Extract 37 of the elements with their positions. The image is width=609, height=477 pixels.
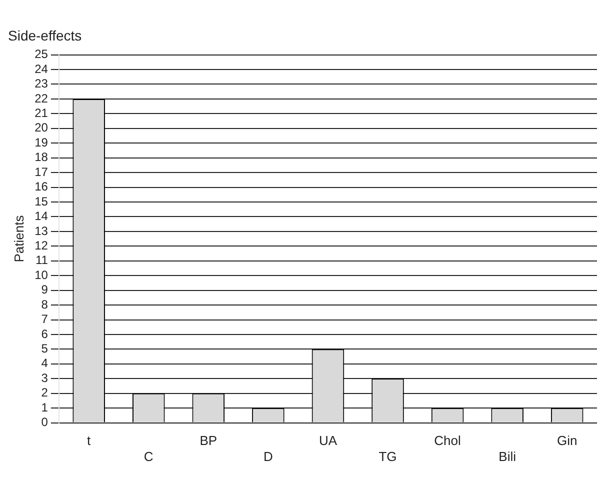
x-tick-label: Bili <box>498 448 516 464</box>
x-tick-label: TG <box>378 448 397 464</box>
x-tick-label: UA <box>318 433 338 448</box>
y-tick-label: 0 <box>41 415 48 430</box>
x-tick-label: t <box>87 433 92 448</box>
y-tick-label: 20 <box>34 120 48 135</box>
y-tick-label: 21 <box>34 106 48 120</box>
y-tick-label: 1 <box>41 400 48 414</box>
x-tick-label: Gin <box>556 433 578 448</box>
y-tick-label: 5 <box>41 342 48 356</box>
y-tick-label: 22 <box>34 91 48 106</box>
y-tick-label: 7 <box>41 312 48 326</box>
y-tick-label: 8 <box>41 297 48 312</box>
y-tick-label: 24 <box>34 62 48 76</box>
y-tick-label: 3 <box>41 370 48 385</box>
y-axis-title: Patients <box>11 214 26 262</box>
y-tick-label: 19 <box>34 135 48 150</box>
y-tick-label: 12 <box>34 238 48 252</box>
y-tick-label: 4 <box>41 356 48 370</box>
y-tick-label: 9 <box>41 282 48 297</box>
y-tick-label: 11 <box>35 253 48 268</box>
y-tick-label: 23 <box>34 76 48 91</box>
x-tick-label: D <box>263 448 273 464</box>
chart-title: Side-effects <box>8 27 82 44</box>
y-tick-label: 18 <box>34 150 48 164</box>
y-tick-label: 10 <box>34 268 48 282</box>
y-tick-label: 13 <box>34 224 48 238</box>
y-tick-label: 17 <box>34 164 48 179</box>
x-tick-label: BP <box>200 433 218 448</box>
y-tick-label: 15 <box>34 194 48 208</box>
x-tick-label: Chol <box>434 433 462 448</box>
y-tick-label: 25 <box>34 47 48 62</box>
y-tick-label: 6 <box>41 326 48 341</box>
y-tick-label: 2 <box>41 386 48 400</box>
y-tick-label: 16 <box>34 180 48 194</box>
x-tick-label: C <box>144 448 154 464</box>
y-tick-label: 14 <box>34 209 48 224</box>
